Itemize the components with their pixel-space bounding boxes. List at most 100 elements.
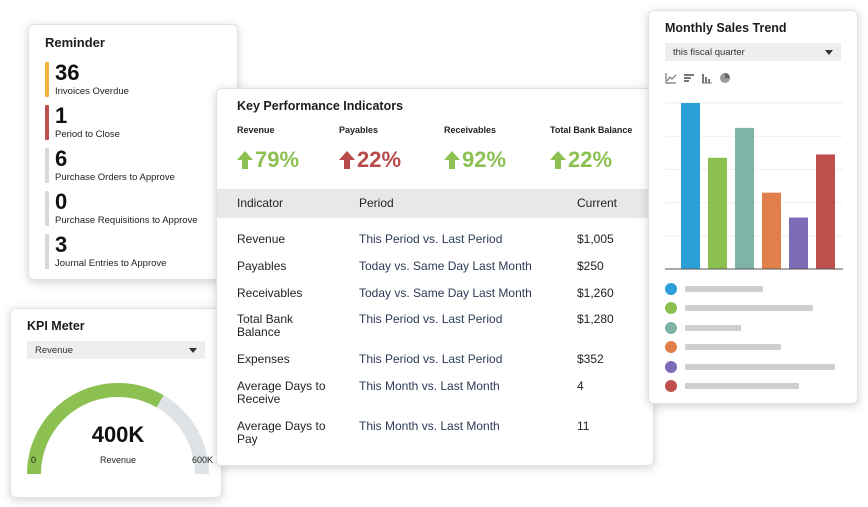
kpi-stat-value: 22% [568, 147, 613, 172]
col-indicator: Indicator [237, 196, 284, 210]
kpi-meter-select[interactable]: Revenue [27, 341, 205, 359]
chevron-down-icon [825, 49, 833, 55]
gauge-label: Revenue [99, 455, 137, 465]
cell-current: $1,005 [577, 232, 614, 246]
pie-chart-icon[interactable] [719, 72, 731, 84]
cell-indicator: Receivables [237, 286, 303, 300]
col-current: Current [577, 196, 618, 210]
kpi-stat-value: 22% [357, 147, 402, 172]
kpi-stat: Receivables 92% [444, 125, 506, 173]
reminder-list: 36 Invoices Overdue 1 Period to Close 6 Purch… [45, 62, 221, 269]
sales-period-select[interactable]: this fiscal quarter [665, 43, 841, 61]
cell-period: Today vs. Same Day Last Month [359, 259, 532, 273]
bar[interactable] [816, 154, 835, 269]
col-period: Period [359, 196, 394, 210]
cell-current: 11 [577, 419, 590, 433]
arrow-up-icon [237, 151, 253, 169]
bar[interactable] [789, 217, 808, 269]
reminder-label: Journal Entries to Approve [55, 258, 167, 269]
reminder-content: 0 Purchase Requisitions to Approve [55, 191, 198, 227]
reminder-item[interactable]: 3 Journal Entries to Approve [45, 234, 221, 269]
reminder-content: 6 Purchase Orders to Approve [55, 148, 175, 184]
cell-period: This Period vs. Last Period [359, 232, 503, 246]
sales-title: Monthly Sales Trend [665, 21, 787, 35]
kpi-stat-value: 92% [462, 147, 507, 172]
cell-current: $352 [577, 352, 604, 366]
gauge: 400K Revenue 0 600K [23, 369, 213, 489]
kpi-stat-value: 79% [255, 147, 300, 172]
reminder-content: 1 Period to Close [55, 103, 120, 141]
cell-period: This Period vs. Last Period [359, 352, 503, 366]
cell-current: $1,280 [577, 312, 614, 326]
cell-indicator: Average Days to Receive [237, 379, 326, 406]
legend-dot [665, 380, 677, 393]
legend-item[interactable] [665, 299, 835, 319]
kpi-stat: Payables 22% [339, 125, 401, 173]
legend-label-placeholder [685, 344, 781, 351]
kpi-stat: Total Bank Balance 22% [550, 125, 632, 173]
cell-current: 4 [577, 379, 584, 393]
gauge-fill [27, 383, 164, 475]
legend-item[interactable] [665, 357, 835, 377]
kpi-meter-select-value: Revenue [35, 344, 74, 356]
reminder-color-bar [45, 234, 49, 269]
legend-dot [665, 282, 677, 295]
bar[interactable] [735, 127, 754, 270]
chart-legend [665, 279, 835, 396]
legend-dot [665, 360, 677, 373]
legend-label-placeholder [685, 285, 763, 292]
legend-item[interactable] [665, 338, 835, 358]
reminder-label: Period to Close [55, 129, 120, 140]
reminder-label: Invoices Overdue [55, 86, 129, 97]
bar[interactable] [708, 157, 727, 269]
bar[interactable] [762, 192, 781, 269]
reminder-color-bar [45, 191, 49, 226]
sales-trend-card: Monthly Sales Trend this fiscal quarter [648, 10, 858, 404]
kpi-title: Key Performance Indicators [237, 99, 404, 113]
reminder-item[interactable]: 6 Purchase Orders to Approve [45, 148, 221, 183]
legend-dot [665, 321, 677, 334]
line-chart-icon[interactable] [665, 72, 677, 84]
kpi-stat-value-wrap: 92% [444, 147, 506, 173]
bar[interactable] [681, 103, 700, 269]
sales-period-value: this fiscal quarter [673, 46, 745, 58]
gauge-max: 600K [191, 455, 213, 465]
legend-item[interactable] [665, 318, 835, 338]
cell-current: $1,260 [577, 286, 614, 300]
reminder-item[interactable]: 1 Period to Close [45, 105, 221, 140]
cell-period: Today vs. Same Day Last Month [359, 286, 532, 300]
kpi-stat-label: Receivables [444, 125, 497, 135]
cell-indicator: Payables [237, 259, 287, 273]
cell-period: This Month vs. Last Month [359, 379, 500, 393]
kpi-stat: Revenue 79% [237, 125, 299, 173]
arrow-up-icon [444, 151, 460, 169]
kpi-stat-value-wrap: 79% [237, 147, 299, 173]
cell-indicator: Average Days to Pay [237, 419, 326, 446]
reminder-color-bar [45, 148, 49, 183]
bar-horizontal-icon[interactable] [683, 72, 695, 84]
reminder-item[interactable]: 36 Invoices Overdue [45, 62, 221, 97]
reminder-count: 1 [55, 103, 68, 128]
legend-label-placeholder [685, 324, 741, 331]
chart-type-icons [665, 71, 841, 85]
bar-vertical-icon[interactable] [701, 72, 713, 84]
reminder-label: Purchase Requisitions to Approve [55, 215, 198, 226]
legend-label-placeholder [685, 363, 835, 370]
kpi-stat-label: Total Bank Balance [550, 125, 633, 135]
gauge-min: 0 [31, 455, 37, 465]
gauge-arc [27, 383, 209, 475]
reminder-label: Purchase Orders to Approve [55, 172, 175, 183]
table-header: Indicator Period Current [217, 189, 653, 218]
reminder-item[interactable]: 0 Purchase Requisitions to Approve [45, 191, 221, 226]
kpi-stat-value-wrap: 22% [339, 147, 401, 173]
kpi-stat-label: Payables [339, 125, 379, 135]
legend-item[interactable] [665, 279, 835, 299]
kpi-card: Key Performance Indicators Revenue 79% Pay… [216, 88, 654, 466]
reminder-count: 36 [55, 60, 80, 85]
cell-indicator: Revenue [237, 232, 286, 246]
legend-item[interactable] [665, 377, 835, 397]
arrow-up-icon [550, 151, 566, 169]
reminder-count: 3 [55, 232, 68, 257]
cell-current: $250 [577, 259, 604, 273]
legend-dot [665, 341, 677, 354]
